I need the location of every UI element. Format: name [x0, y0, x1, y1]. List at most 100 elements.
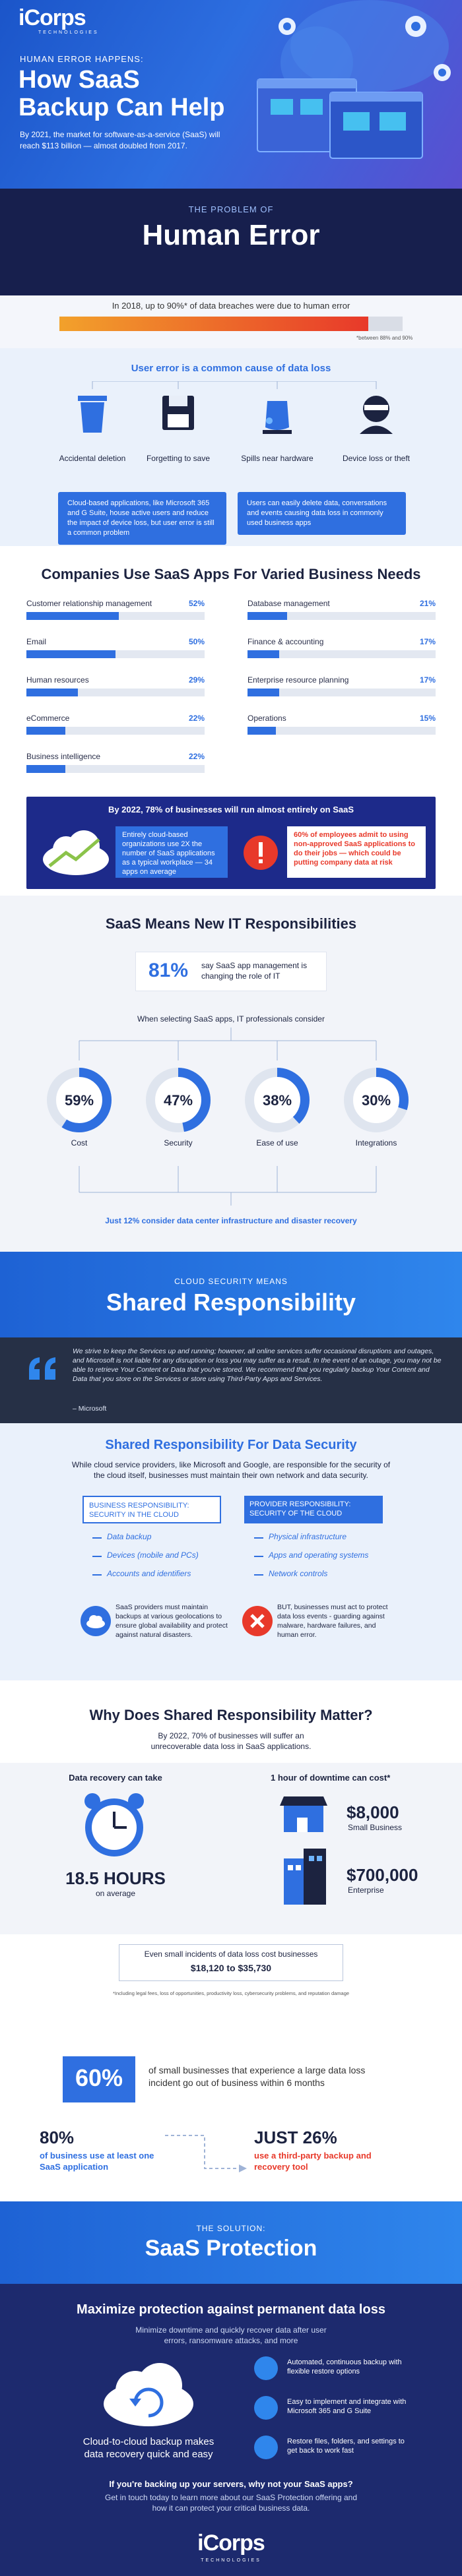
bar — [26, 765, 66, 773]
kicker: THE PROBLEM OF — [188, 204, 274, 214]
title: How SaaS Backup Can Help — [18, 66, 225, 121]
cause: Device loss or theft — [342, 454, 411, 463]
business-note: BUT, businesses must act to protect data… — [277, 1603, 388, 1639]
app-name: Human resources — [26, 675, 89, 685]
intro: By 2021, the market for software-as-a-se… — [20, 130, 220, 150]
factor-name: Cost — [71, 1138, 88, 1148]
incident-box — [119, 1944, 343, 1981]
note: Users can easily delete data, conversati… — [238, 492, 406, 535]
list-dash — [92, 1537, 102, 1539]
title: Companies Use SaaS Apps For Varied Busin… — [41, 566, 421, 582]
right-note: 60% of employees admit to using non-appr… — [287, 826, 426, 878]
feature-icon — [254, 2436, 278, 2459]
cause: Spills near hardware — [241, 454, 314, 463]
business-heading-box: BUSINESS RESPONSIBILITY: SECURITY IN THE… — [82, 1496, 221, 1523]
bar — [26, 727, 66, 735]
provider-note: SaaS providers must maintain backups at … — [116, 1603, 228, 1639]
app-value-label: 17% — [419, 675, 436, 685]
provider-heading-box: PROVIDER RESPONSIBILITY: SECURITY OF THE… — [244, 1496, 383, 1523]
bar — [59, 317, 368, 331]
cta-question: If you're backing up your servers, why n… — [109, 2479, 353, 2489]
app-name: Email — [26, 637, 47, 646]
app-value-label: 50% — [188, 637, 205, 646]
bar-track — [26, 650, 205, 658]
title: Human Error — [142, 219, 320, 251]
factor-name: Ease of use — [256, 1138, 298, 1148]
x-badge — [242, 1606, 273, 1636]
feature-text: Restore files, folders, and settings to … — [287, 2438, 405, 2455]
stat-text: say SaaS app management is changing the … — [201, 961, 308, 981]
recovery-sub: on average — [95, 1889, 136, 1898]
donut-arc — [146, 1068, 211, 1132]
problem-stat: In 2018, up to 90%* of data breaches wer… — [0, 295, 462, 348]
app-name: Finance & accounting — [248, 637, 324, 646]
bar — [248, 612, 287, 620]
bar-track — [248, 650, 436, 658]
header-illustration — [257, 0, 451, 159]
stat: 60% — [75, 2064, 123, 2091]
list-dash — [92, 1556, 102, 1557]
cost-label: Small Business — [348, 1823, 403, 1832]
cause: Accidental deletion — [59, 454, 126, 463]
footnote: *Including legal fees, loss of opportuni… — [112, 1990, 350, 1996]
title: SaaS Protection — [145, 2236, 317, 2261]
feature-text: Easy to implement and integrate with Mic… — [287, 2398, 407, 2415]
donut-arc — [47, 1068, 112, 1132]
cost-value: $8,000 — [346, 1802, 399, 1822]
list-item: Devices (mobile and PCs) — [107, 1550, 199, 1560]
stat-box — [135, 952, 327, 991]
backup: 80% of business use at least one SaaS ap… — [0, 2122, 462, 2201]
protect: Maximize protection against permanent da… — [0, 2284, 462, 2528]
bar — [248, 689, 280, 696]
intro: By 2022, 70% of businesses will suffer a… — [150, 1731, 312, 1751]
incident-range: $18,120 to $35,730 — [190, 1963, 272, 1973]
incident-text: Even small incidents of data loss cost b… — [144, 1949, 318, 1959]
app-name: eCommerce — [26, 714, 70, 723]
feature-icon — [254, 2356, 278, 2380]
app-name: Enterprise resource planning — [248, 675, 349, 685]
logo-sub: TECHNOLOGIES — [38, 30, 99, 35]
arrow — [165, 2135, 247, 2172]
bar-track — [26, 689, 205, 696]
cloud-text: Cloud-to-cloud backup makes data recover… — [82, 2436, 214, 2460]
provider-heading: PROVIDER RESPONSIBILITY: — [249, 1500, 351, 1508]
factor-name: Integrations — [355, 1138, 397, 1148]
provider-sub: SECURITY OF THE CLOUD — [249, 1510, 343, 1518]
title: Why Does Shared Responsibility Matter? — [89, 1707, 373, 1723]
cause: Forgetting to save — [146, 454, 211, 463]
bar — [26, 689, 79, 696]
intro: While cloud service providers, like Micr… — [71, 1460, 391, 1480]
list-dash — [92, 1574, 102, 1576]
feature-text: Automated, continuous backup with flexib… — [287, 2358, 402, 2376]
cloud-badge — [81, 1606, 111, 1636]
list-dash — [254, 1537, 263, 1539]
logo-sub: TECHNOLOGIES — [201, 2558, 261, 2563]
recovery-value: 18.5 HOURS — [65, 1868, 166, 1888]
intro: Minimize downtime and quickly recover da… — [135, 2325, 327, 2345]
bar-track — [26, 612, 205, 620]
donut-arc — [344, 1068, 409, 1132]
stats-panel — [0, 1763, 462, 1934]
recovery-label: Data recovery can take — [69, 1773, 162, 1783]
cloud-icon — [43, 830, 109, 875]
user-error: User error is a common cause of data los… — [0, 348, 462, 546]
header: iCorps TECHNOLOGIES HUMAN ERROR HAPPENS:… — [0, 0, 462, 189]
donuts: 59% 47% 38% 30% — [47, 1027, 409, 1206]
logo: iCorps — [197, 2530, 265, 2556]
cloud-backup-icon — [104, 2363, 193, 2426]
feature-icon — [254, 2396, 278, 2420]
kicker: THE SOLUTION: — [196, 2224, 266, 2233]
title: Shared Responsibility For Data Security — [105, 1438, 357, 1452]
title: By 2022, 78% of businesses will run almo… — [108, 805, 354, 814]
factor-name: Security — [164, 1138, 193, 1148]
app-value-label: 29% — [188, 675, 205, 685]
donut-label: 30% — [362, 1092, 391, 1109]
left-note: Entirely cloud-based organizations use 2… — [116, 826, 228, 878]
app-value-label: 17% — [419, 637, 436, 646]
stat: 81% — [148, 960, 189, 981]
bar-track — [59, 317, 403, 331]
cta-text: Get in touch today to learn more about o… — [104, 2493, 358, 2513]
footnote: *between 88% and 90% — [356, 335, 413, 341]
